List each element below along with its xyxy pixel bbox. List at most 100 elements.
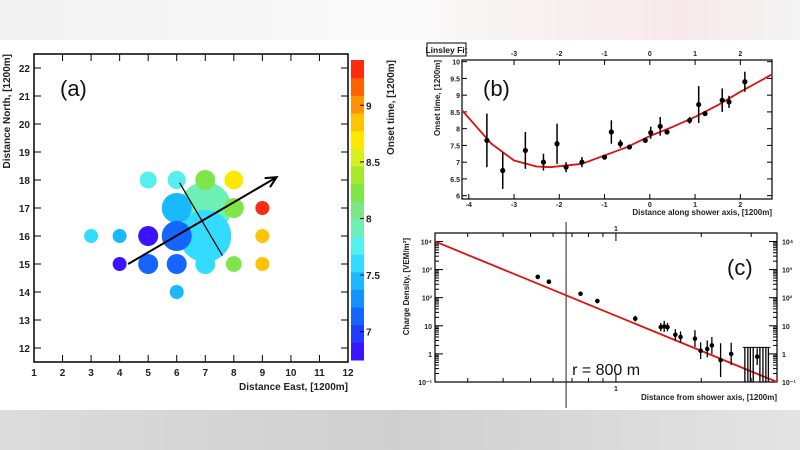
y-tick-label: 10	[452, 60, 460, 67]
x-tick-label: 6	[174, 368, 180, 379]
station-marker	[195, 170, 216, 190]
y-tick-label: 6	[456, 194, 460, 201]
colorbar-segment	[351, 324, 364, 343]
data-point	[642, 137, 648, 143]
top-x-tick-label: 2	[738, 51, 742, 58]
colorbar-segment	[351, 271, 364, 290]
colorbar-segment	[351, 183, 364, 202]
y-axis-label: Onset time, [1200m]	[433, 60, 442, 136]
station-marker	[112, 229, 127, 243]
station-marker	[223, 198, 244, 218]
x-tick-label: 2	[738, 202, 742, 209]
colorbar-segment	[351, 289, 364, 308]
x-tick-label: -4	[466, 202, 472, 209]
station-marker	[138, 226, 159, 246]
colorbar-segment	[351, 307, 364, 326]
y-tick-label: 18	[19, 176, 31, 187]
top-x-tick-label: -1	[601, 51, 607, 58]
shower-front-line	[179, 182, 223, 256]
station-marker	[224, 170, 244, 190]
station-marker	[255, 257, 270, 271]
y-tick-label-right: 1	[782, 352, 786, 359]
panel-b: -4 -3 -2 -1 0 1 2 -3 -2 -1 0 1 2 6 6.5 7 7.5 8 8.5 9 9.5 10 Di…	[425, 42, 773, 217]
station-marker	[139, 171, 157, 189]
panel-c: 10⁴ 10⁴ 10³ 10³ 10² 10² 10 10 1 1 10⁻¹ 10⁻¹ 1 1 Distan…	[402, 222, 796, 408]
colorbar-segment	[351, 130, 364, 149]
x-tick-label: 2	[60, 368, 66, 379]
x-tick-label: -2	[556, 202, 562, 209]
x-tick-label: 3	[88, 368, 94, 379]
y-axis-label: Distance North, [1200m]	[2, 54, 13, 168]
x-tick-label: 1	[31, 368, 37, 379]
station-marker	[225, 256, 242, 272]
y-tick-label: 12	[19, 344, 31, 355]
y-tick-label: 6.5	[450, 177, 460, 184]
panel-label: (c)	[727, 255, 753, 280]
data-point	[726, 99, 732, 105]
x-tick-label: 0	[648, 202, 652, 209]
x-axis-label: Distance East, [1200m]	[239, 382, 348, 393]
y-tick-label: 10	[424, 324, 432, 331]
colorbar-segment	[351, 201, 364, 220]
y-tick-label: 7	[456, 160, 460, 167]
colorbar-tick-label: 8.5	[366, 158, 380, 169]
y-tick-label-right: 10⁴	[782, 239, 794, 246]
shower-axis-arrow	[127, 176, 278, 265]
legend-label: Linsley Fit	[425, 45, 467, 55]
data-point	[687, 117, 693, 123]
fit-curve	[461, 73, 773, 169]
y-tick-label-right: 10²	[782, 296, 793, 303]
y-tick-label: 9.5	[450, 76, 460, 83]
panel-label: (a)	[60, 76, 87, 101]
data-point	[595, 298, 600, 304]
data-point	[632, 316, 638, 321]
data-point	[673, 332, 678, 338]
y-tick-label: 9	[456, 93, 460, 100]
data-point	[601, 154, 608, 160]
data-point	[546, 279, 552, 285]
data-point	[522, 147, 528, 154]
x-axis-label: Distance from shower axis, [1200m]	[641, 393, 777, 402]
x-tick-label: 12	[342, 368, 354, 379]
arrow-head-icon	[264, 176, 279, 188]
data-point	[719, 97, 725, 103]
y-tick-label: 8.5	[450, 110, 460, 117]
y-tick-label: 16	[19, 232, 31, 243]
y-tick-label: 10⁴	[421, 239, 433, 246]
background-top	[0, 0, 800, 40]
y-tick-label: 13	[19, 316, 31, 327]
top-x-tick-label: -2	[556, 51, 562, 58]
data-point	[563, 164, 569, 170]
y-tick-label-right: 10³	[782, 268, 793, 275]
data-point	[718, 357, 723, 363]
y-tick-label: 10³	[422, 268, 433, 275]
station-marker	[195, 254, 216, 274]
data-point	[540, 159, 547, 165]
colorbar-segment	[351, 165, 364, 185]
x-axis-label: Distance along shower axis, [1200m]	[632, 208, 772, 217]
y-tick-label: 15	[19, 260, 31, 271]
colorbar-segment	[351, 218, 364, 237]
y-tick-label: 1	[428, 352, 432, 359]
x-tick-label: 7	[202, 368, 208, 379]
data-point	[500, 167, 506, 174]
y-tick-label: 22	[19, 64, 31, 75]
data-point	[678, 334, 683, 340]
data-point	[657, 123, 663, 129]
colorbar-segment	[351, 148, 364, 167]
top-x-tick-label: 1	[614, 226, 618, 233]
colorbar-segment	[351, 60, 364, 79]
colorbar-segment	[351, 254, 364, 273]
y-tick-label-right: 10	[782, 324, 790, 331]
top-x-tick-label: 1	[693, 51, 697, 58]
colorbar-tick-label: 7.5	[366, 271, 380, 282]
panel-a: 1 2 3 4 5 6 7 8 9 10 11 121213141516171819202122Dis…	[2, 53, 397, 393]
legend-box	[426, 42, 467, 57]
y-tick-label: 21	[19, 92, 31, 103]
x-tick-label: 1	[614, 386, 618, 393]
panel-label: (b)	[483, 76, 510, 101]
station-marker	[255, 229, 270, 243]
y-tick-label-right: 10⁻¹	[782, 380, 796, 387]
